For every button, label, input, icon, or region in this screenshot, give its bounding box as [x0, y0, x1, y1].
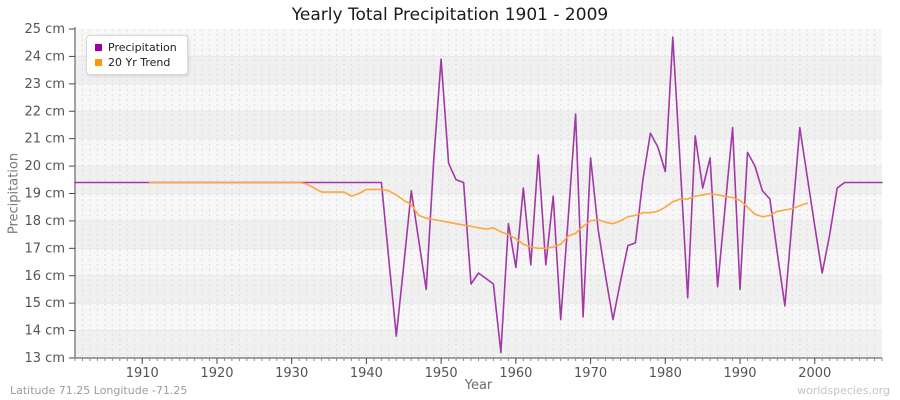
y-axis-label: Precipitation [6, 152, 22, 235]
x-tick-label: 1970 [574, 366, 607, 381]
y-tick-label: 19 cm [25, 187, 66, 202]
plot-band [75, 303, 882, 331]
y-tick-label: 16 cm [25, 269, 66, 284]
x-tick-label: 1920 [200, 366, 233, 381]
legend-label-trend: 20 Yr Trend [108, 56, 171, 69]
plot-band [75, 138, 882, 167]
x-tick-label: 2000 [798, 366, 831, 381]
y-tick-label: 18 cm [25, 214, 66, 229]
watermark: worldspecies.org [797, 384, 890, 397]
legend: Precipitation 20 Yr Trend [86, 35, 188, 75]
legend-item-precipitation: Precipitation [95, 40, 177, 55]
y-tick-label: 21 cm [25, 132, 66, 147]
plot-band [75, 29, 882, 57]
x-tick-label: 1960 [499, 366, 532, 381]
y-tick-label: 23 cm [25, 77, 66, 92]
x-tick-label: 1910 [126, 366, 159, 381]
legend-item-trend: 20 Yr Trend [95, 55, 177, 70]
x-axis-label: Year [464, 378, 493, 393]
legend-label-precipitation: Precipitation [108, 41, 177, 54]
plot-band [75, 248, 882, 276]
y-tick-label: 17 cm [25, 241, 66, 256]
x-tick-label: 1940 [350, 366, 383, 381]
y-tick-label: 20 cm [25, 159, 66, 174]
x-tick-label: 1950 [425, 366, 458, 381]
y-tick-label: 22 cm [25, 104, 66, 119]
coordinates-caption: Latitude 71.25 Longitude -71.25 [10, 384, 188, 397]
plot-band [75, 83, 882, 112]
y-tick-label: 24 cm [25, 49, 66, 64]
precipitation-series-marker-icon [95, 44, 102, 51]
x-tick-label: 1980 [649, 366, 682, 381]
x-tick-label: 1930 [275, 366, 308, 381]
page-title: Yearly Total Precipitation 1901 - 2009 [291, 5, 609, 25]
y-tick-label: 14 cm [25, 324, 66, 339]
trend-series-marker-icon [95, 59, 102, 66]
x-tick-label: 1990 [723, 366, 756, 381]
y-tick-label: 13 cm [25, 351, 66, 366]
y-tick-label: 25 cm [25, 22, 66, 37]
y-tick-label: 15 cm [25, 296, 66, 311]
trend-line [148, 181, 809, 250]
